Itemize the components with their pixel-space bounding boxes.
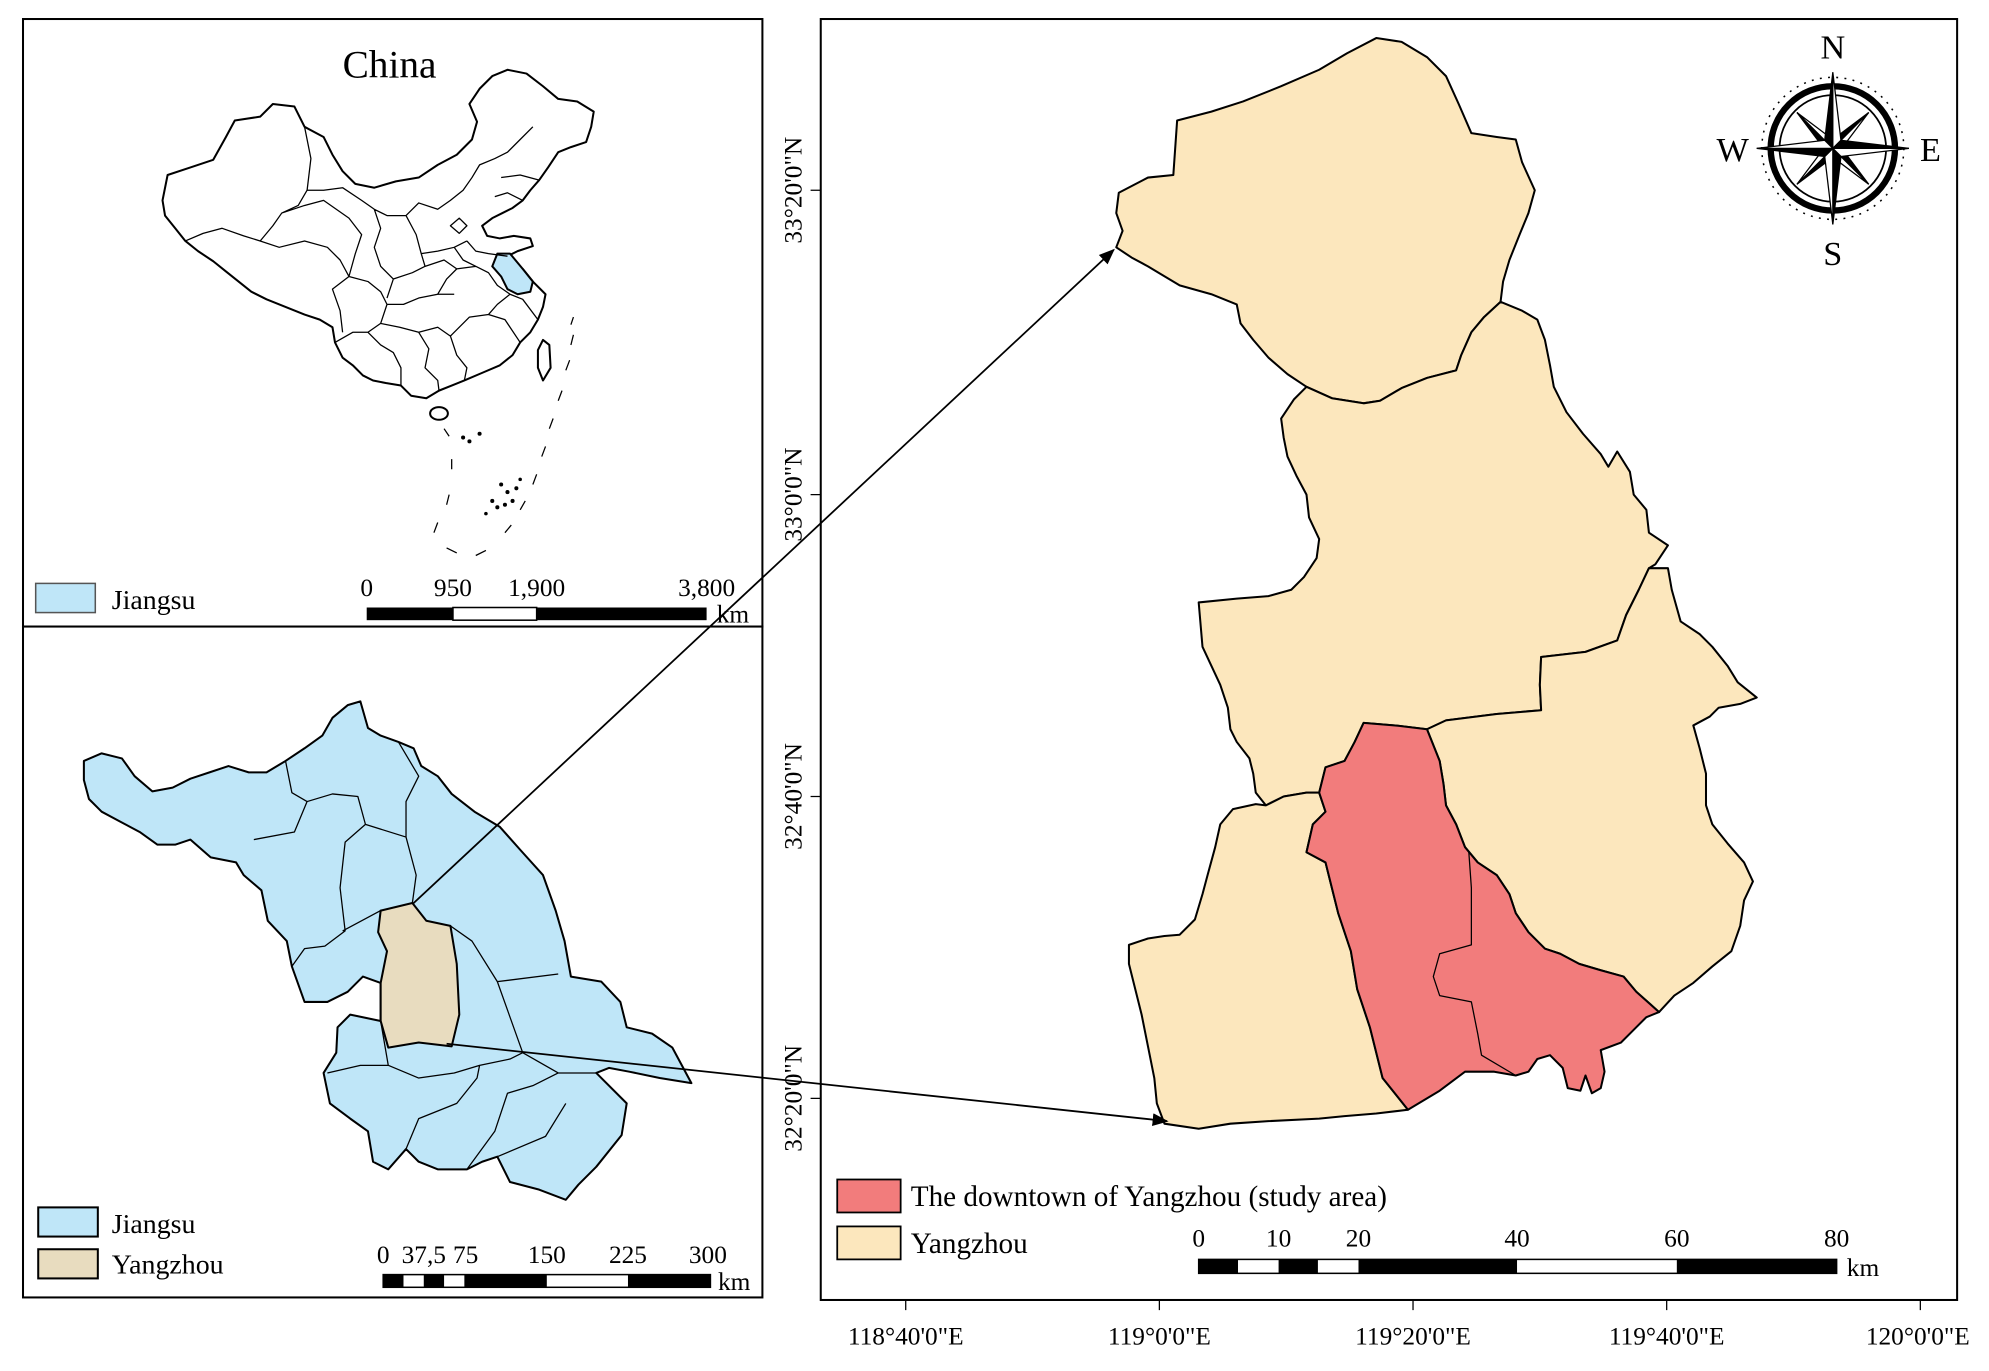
jiangsu-scale-label: 300 [689,1241,727,1269]
jiangsu-inset: Jiangsu Yangzhou 0 37,5 75 150 225 300 k… [37,700,751,1296]
china-inset-title: China [343,42,437,86]
jiangsu-scale-segment [464,1274,547,1288]
china-scale-segment [366,607,453,621]
connector-arrow-south [446,1042,1169,1126]
jiangsu-inset-frame [21,625,764,1299]
compass-south-label: S [1823,235,1842,273]
yangzhou-map: 33°20'0"N 33°0'0"N 32°40'0"N 32°20'0"N 1… [780,28,1970,1350]
jiangsu-legend-swatch-yangzhou [37,1248,99,1280]
yangzhou-scale-segment [1676,1259,1837,1274]
china-scale-segment [452,606,538,621]
jiangsu-scale-segment [423,1274,445,1288]
study-area-downtown [1305,721,1661,1111]
compass-west-label: W [1716,131,1749,169]
china-scale-label: 3,800 [678,574,735,602]
china-province-boundaries [185,126,540,391]
yangzhou-scale-bar: 0 10 20 40 60 80 km [1192,1225,1879,1282]
china-legend-swatch-jiangsu [34,582,97,614]
legend-label-yangzhou: Yangzhou [911,1228,1028,1260]
compass-rose-icon [1756,72,1909,225]
yangzhou-scale-label: 10 [1266,1225,1291,1253]
connector-arrow-north [411,248,1115,905]
jiangsu-yangzhou-highlight [377,901,461,1049]
jiangsu-scale-segment [627,1274,711,1288]
jiangsu-scale-segment [383,1274,404,1288]
china-scale-label: 1,900 [508,574,565,602]
china-south-sea-islands [461,431,522,516]
legend-swatch-study-area [836,1178,902,1214]
yangzhou-scale-label: 60 [1664,1225,1689,1253]
china-legend-label-jiangsu: Jiangsu [112,585,196,616]
yangzhou-scale-segment [1278,1259,1318,1274]
jiangsu-legend-label-jiangsu: Jiangsu [112,1209,196,1240]
yangzhou-scale-label: 0 [1192,1225,1205,1253]
jiangsu-scale-bar: 0 37,5 75 150 225 300 km [377,1241,751,1296]
yangzhou-scale-label: 80 [1824,1225,1849,1253]
compass-east-label: E [1920,131,1941,169]
jiangsu-scale-label: 150 [528,1241,566,1269]
yangzhou-scale-unit: km [1847,1254,1880,1282]
china-south-sea-boundary [433,316,575,557]
latitude-label: 32°40'0"N [780,743,808,850]
longitude-label: 119°20'0"E [1355,1322,1471,1350]
jiangsu-legend-label-yangzhou: Yangzhou [112,1249,224,1280]
china-hainan-island [429,406,449,421]
jiangsu-scale-unit: km [718,1268,751,1296]
longitude-label: 118°40'0"E [848,1322,964,1350]
study-area-internal-boundary [1432,852,1517,1077]
china-scale-bar: 0 950 1,900 3,800 km [360,574,749,629]
yangzhou-scale-label: 20 [1346,1225,1371,1253]
yangzhou-scale-label: 40 [1504,1225,1529,1253]
china-taiwan-island [536,338,552,382]
longitude-label: 120°0'0"E [1866,1322,1970,1350]
yangzhou-map-frame [819,18,1959,1301]
jiangsu-scale-label: 75 [453,1241,478,1269]
latitude-ticks [810,189,821,1099]
legend-label-study-area: The downtown of Yangzhou (study area) [911,1181,1387,1213]
china-inset: China Jiangsu 0 950 1,900 3,800 km [34,42,749,629]
latitude-label: 33°0'0"N [780,448,808,542]
compass-north-label: N [1820,28,1845,66]
china-scale-label: 0 [360,574,373,602]
jiangsu-scale-label: 0 [377,1241,390,1269]
longitude-ticks [905,1299,1921,1311]
latitude-label: 33°20'0"N [780,137,808,244]
longitude-label: 119°40'0"E [1609,1322,1725,1350]
china-jiangsu-highlight [491,252,534,296]
yangzhou-scale-segment [1358,1259,1518,1274]
legend-swatch-yangzhou [836,1225,902,1261]
jiangsu-legend-swatch-jiangsu [37,1206,99,1238]
longitude-label: 119°0'0"E [1108,1322,1211,1350]
latitude-label: 32°20'0"N [780,1045,808,1152]
yangzhou-scale-segment [1198,1259,1239,1274]
china-scale-segment [536,607,707,621]
china-scale-label: 950 [434,574,472,602]
jiangsu-scale-label: 225 [609,1241,647,1269]
jiangsu-scale-label: 37,5 [402,1241,446,1269]
